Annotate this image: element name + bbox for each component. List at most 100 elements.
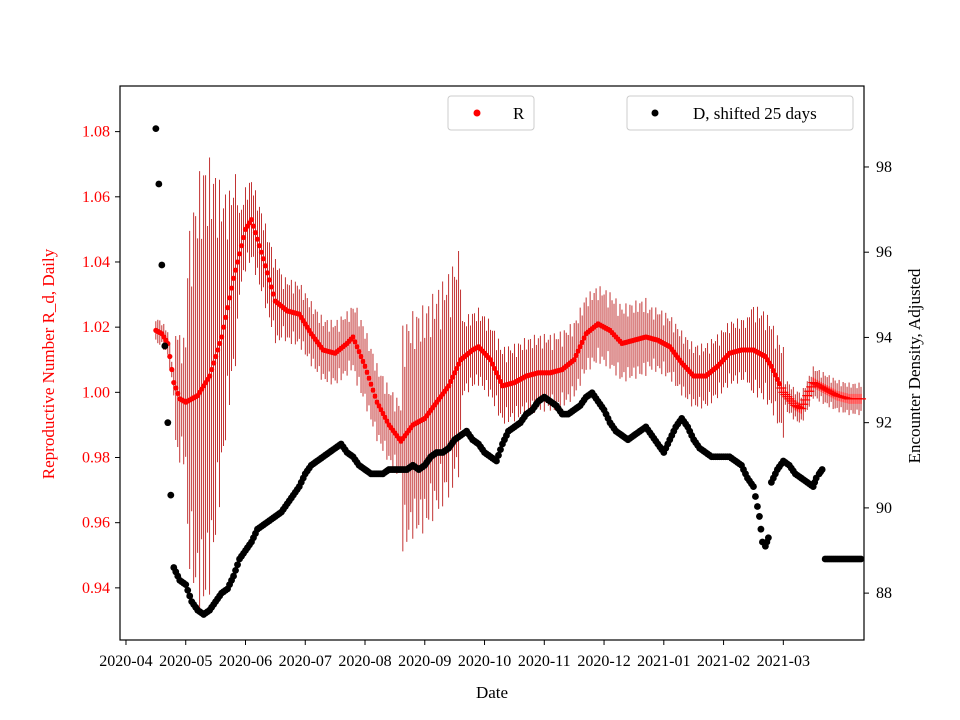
r-series [153, 217, 867, 444]
d-point [754, 503, 761, 510]
y-left-tick-label: 0.98 [82, 450, 110, 467]
y-left-tick-label: 1.04 [82, 254, 110, 271]
r-point [362, 363, 368, 369]
d-point [155, 180, 163, 188]
r-point [213, 353, 219, 360]
y-right-tick-label: 92 [876, 415, 892, 432]
r-point [448, 378, 454, 385]
r-point [226, 295, 233, 301]
r-point [770, 368, 776, 374]
d-point [764, 534, 772, 542]
d-point [164, 419, 172, 427]
d-point [752, 493, 759, 500]
d-point [232, 566, 239, 574]
y-right-tick-label: 88 [876, 585, 892, 602]
r-point [768, 363, 774, 369]
x-tick-label: 2020-08 [338, 653, 391, 670]
d-point [167, 491, 175, 499]
r-point [360, 358, 366, 364]
x-axis-ticks: 2020-04 2020-05 2020-06 2020-07 2020-08 2020-… [99, 640, 810, 670]
x-tick-label: 2020-09 [398, 653, 451, 670]
r-point [232, 267, 239, 273]
d-series [152, 125, 865, 618]
r-point [216, 340, 223, 347]
x-tick-label: 2020-11 [518, 653, 571, 670]
y-right-tick-label: 98 [876, 159, 892, 176]
r-point [452, 370, 458, 376]
r-point [493, 370, 500, 376]
r-point [491, 365, 498, 372]
r-point [258, 249, 265, 255]
r-point [489, 361, 496, 367]
r-point [236, 251, 243, 257]
r-point [171, 379, 177, 386]
r-point [824, 386, 835, 397]
d-point [182, 581, 190, 588]
x-tick-label: 2020-04 [99, 653, 152, 670]
legend-r-label: R [513, 104, 525, 123]
legend-r-marker [473, 109, 481, 117]
r-point [264, 270, 271, 276]
r-point [581, 335, 587, 341]
r-point [173, 385, 179, 391]
d-point [161, 342, 169, 350]
r-point [230, 275, 237, 281]
y-left-tick-label: 1.06 [82, 189, 110, 206]
r-point [218, 334, 225, 340]
r-point [238, 243, 245, 249]
r-point [370, 387, 376, 393]
r-point [446, 383, 452, 389]
r-point [571, 357, 577, 363]
r-point [780, 389, 791, 400]
r-point [575, 348, 581, 354]
r-point [356, 348, 362, 355]
r-point [228, 285, 235, 291]
r-point [456, 361, 462, 367]
d-point [493, 457, 500, 465]
r-point [818, 382, 829, 393]
r-point [495, 374, 502, 380]
r-point [774, 376, 780, 382]
x-axis-title: Date [476, 683, 508, 702]
x-tick-label: 2020-12 [577, 653, 630, 670]
r-point [224, 305, 231, 311]
y-right-tick-label: 94 [876, 329, 892, 346]
d-point [756, 513, 763, 520]
r-point [240, 234, 247, 241]
d-point [152, 125, 160, 133]
x-tick-label: 2021-03 [757, 653, 810, 670]
y-left-axis-title: Reproductive Number R_d, Daily [39, 248, 58, 479]
r-point [487, 357, 494, 363]
r-point [454, 365, 460, 372]
d-point [750, 483, 757, 490]
r-point [856, 393, 867, 404]
r-point [248, 217, 255, 223]
r-point [830, 389, 841, 400]
r-point [782, 391, 793, 402]
r-point [220, 324, 227, 330]
d-point [158, 261, 166, 269]
r-point [215, 347, 221, 353]
r-point [450, 374, 456, 380]
d-point [184, 586, 192, 594]
y-left-tick-label: 0.94 [82, 580, 110, 597]
y-right-tick-label: 90 [876, 500, 892, 517]
r-point [776, 382, 787, 393]
r-point [798, 399, 809, 410]
r-point [772, 372, 778, 378]
x-tick-label: 2020-10 [458, 653, 511, 670]
legend-d-marker [651, 109, 659, 117]
r-point [354, 344, 360, 350]
r-point [358, 353, 364, 360]
r-point [579, 339, 585, 345]
x-tick-label: 2020-05 [159, 653, 212, 670]
x-tick-label: 2021-02 [697, 653, 750, 670]
legend-d: D, shifted 25 days [626, 95, 854, 131]
r-point [497, 378, 504, 385]
r-point [167, 353, 173, 360]
r-point [810, 378, 821, 389]
r-point [175, 390, 181, 397]
d-point [497, 446, 504, 454]
r-point [169, 366, 175, 373]
